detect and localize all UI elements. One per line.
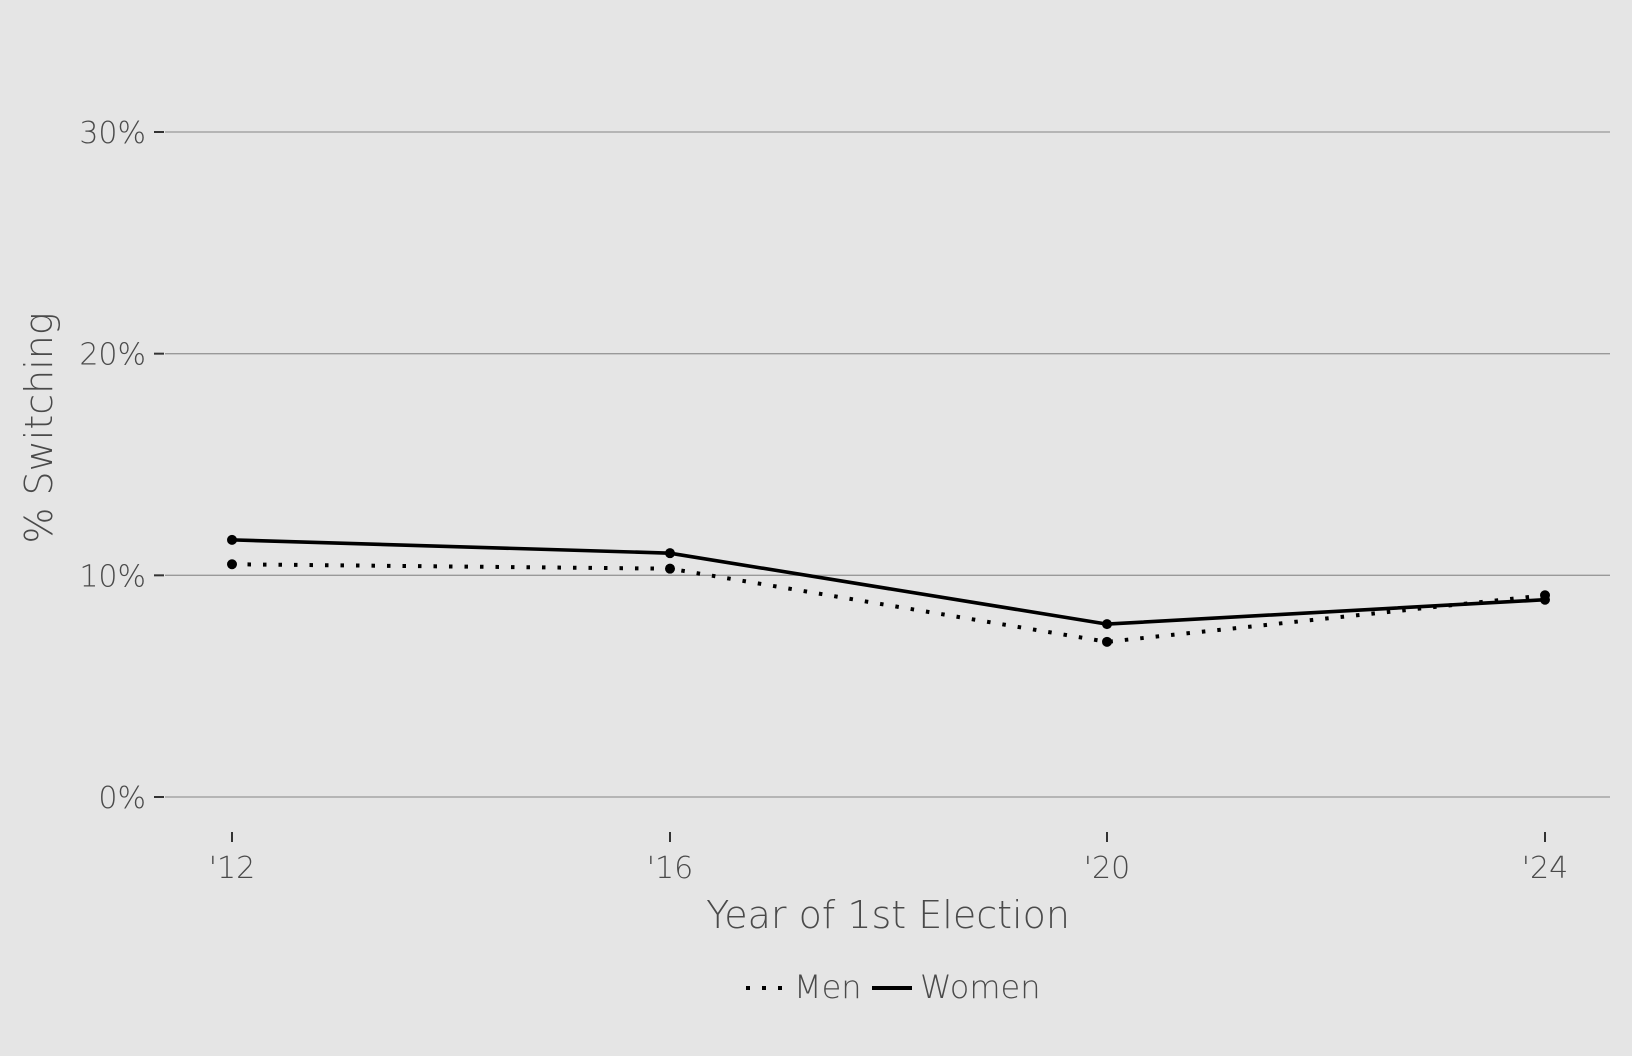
data-point-women-0 [227, 534, 237, 545]
x-tick-label-2: '20 [1084, 851, 1130, 886]
legend-label-men: Men [794, 968, 862, 1006]
data-point-women-2 [1102, 619, 1112, 630]
y-tick-label-3: 30% [79, 116, 146, 151]
y-tick-label-1: 10% [79, 559, 146, 594]
data-point-women-3 [1540, 594, 1550, 605]
y-tick-label-2: 20% [79, 338, 146, 373]
legend-label-women: Women [920, 968, 1040, 1006]
x-axis-title: Year of 1st Election [706, 893, 1070, 937]
series-line-men [231, 562, 1546, 644]
y-axis-title: % Switching [17, 312, 61, 543]
y-axis: 0% 10% 20% 30% [79, 116, 164, 816]
y-tick-label-0: 0% [98, 781, 146, 816]
x-tick-label-3: '24 [1522, 851, 1568, 886]
series-line-women [231, 538, 1546, 626]
data-point-men-2 [1102, 636, 1112, 647]
grid-lines [165, 131, 1610, 798]
x-tick-label-0: '12 [209, 851, 255, 886]
series-group [227, 534, 1550, 647]
data-point-women-1 [665, 548, 675, 559]
x-axis: '12 '16 '20 '24 [209, 832, 1568, 886]
x-tick-label-1: '16 [647, 851, 693, 886]
legend: Men Women [746, 968, 1040, 1006]
data-point-men-0 [227, 559, 237, 570]
data-point-men-1 [665, 563, 675, 574]
